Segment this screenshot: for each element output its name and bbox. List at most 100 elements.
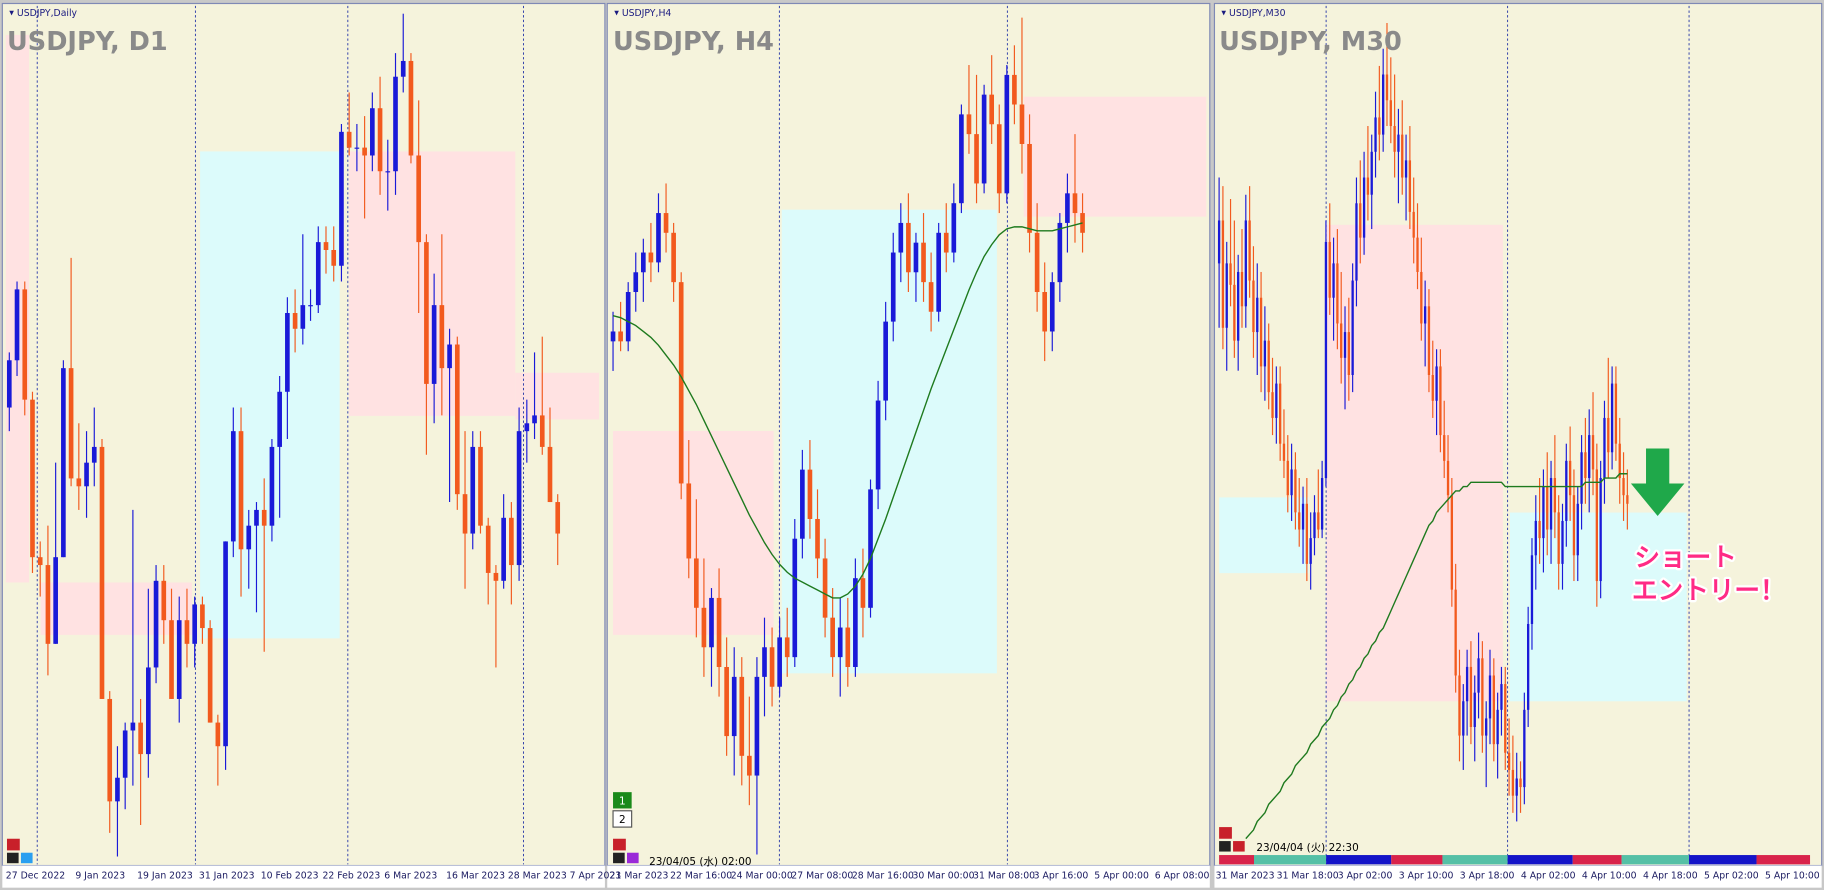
zone <box>200 151 340 639</box>
candle-body <box>1012 74 1017 105</box>
window-title: ▾ USDJPY,Daily <box>9 7 77 18</box>
x-tick-label: 28 Mar 16:00 <box>852 871 914 882</box>
candle-body <box>254 509 259 526</box>
x-tick-label: 16 Mar 2023 <box>446 871 505 882</box>
candle-body <box>292 313 298 329</box>
candle-body <box>1610 383 1614 453</box>
candle-body <box>385 171 391 173</box>
icon <box>627 852 639 864</box>
candle-body <box>308 305 313 307</box>
icon <box>20 852 33 864</box>
candle-body <box>1473 692 1476 728</box>
session <box>1621 855 1690 865</box>
candle-body <box>633 272 639 293</box>
candle-body <box>509 517 514 566</box>
candle-body <box>1278 383 1282 444</box>
candle-body <box>1259 297 1263 367</box>
x-tick-label: 24 Mar 00:00 <box>731 871 793 882</box>
candle-body <box>315 242 321 306</box>
annotation: エントリー！ <box>1632 576 1786 606</box>
x-tick-label: 4 Apr 02:00 <box>1521 871 1576 882</box>
candle-body <box>928 282 934 312</box>
candle-body <box>1488 675 1492 719</box>
x-tick-label: 10 Feb 2023 <box>261 871 319 882</box>
candle-body <box>416 155 422 243</box>
candle-body <box>485 525 491 573</box>
x-tick-label: 30 Mar 00:00 <box>912 871 974 882</box>
zone <box>40 582 192 635</box>
candle-body <box>1298 512 1301 530</box>
candle-body <box>1546 486 1549 530</box>
session <box>1756 855 1811 865</box>
candle-body <box>524 423 530 432</box>
candle-body <box>1526 623 1530 710</box>
candle-body <box>1374 117 1377 152</box>
candle-body <box>1530 555 1534 624</box>
candle-body <box>1340 323 1343 358</box>
candle-body <box>1595 469 1599 582</box>
annotation: ショート <box>1634 543 1736 573</box>
candle-body <box>354 147 360 149</box>
window-title: ▾ USDJPY,H4 <box>614 7 671 18</box>
button-label[interactable]: 1 <box>619 795 626 807</box>
session <box>1689 855 1757 865</box>
x-tick-label: 22 Mar 16:00 <box>670 871 732 882</box>
icon <box>1219 841 1231 852</box>
candle-body <box>1462 701 1465 736</box>
candle-body <box>462 494 468 534</box>
button[interactable] <box>613 792 632 809</box>
candle-body <box>1275 383 1278 418</box>
candle-body <box>130 722 136 731</box>
candle-body <box>671 232 676 283</box>
candle-body <box>1072 193 1078 214</box>
candle-body <box>1057 222 1063 283</box>
candle-body <box>22 289 28 400</box>
candle-body <box>996 124 1002 194</box>
x-tick-label: 21 Mar 2023 <box>610 871 669 882</box>
candle-body <box>716 597 722 668</box>
zone <box>613 431 774 635</box>
timestamp: 23/04/05 (水) 02:00 <box>649 856 751 868</box>
candle-body <box>1324 241 1328 479</box>
candle-body <box>890 252 896 322</box>
candle-body <box>1534 520 1537 556</box>
x-tick-label: 28 Mar 2023 <box>508 871 567 882</box>
time-axis <box>1214 865 1822 888</box>
candle-body <box>1561 520 1564 564</box>
candle-body <box>261 509 267 526</box>
candle-body <box>61 368 66 558</box>
candle-body <box>678 282 684 484</box>
candle-body <box>1252 280 1255 333</box>
candle-body <box>1389 100 1392 127</box>
button-label[interactable]: 2 <box>619 814 626 826</box>
candle-body <box>913 242 919 273</box>
window-title-text: USDJPY,M30 <box>1229 7 1286 18</box>
x-tick-label: 4 Apr 10:00 <box>1582 871 1637 882</box>
candle-body <box>989 94 995 125</box>
candle-body <box>53 557 58 644</box>
candle-body <box>1477 658 1480 693</box>
candle-body <box>230 431 236 542</box>
candle-body <box>1065 193 1070 223</box>
candle-body <box>277 391 282 447</box>
x-tick-label: 9 Jan 2023 <box>75 871 125 882</box>
candle-body <box>625 292 631 342</box>
button[interactable] <box>612 810 633 828</box>
candle-body <box>1320 478 1324 530</box>
candle-body <box>769 647 775 687</box>
candle-body <box>1355 203 1358 281</box>
candle-body <box>830 617 835 658</box>
panel-m30 <box>1213 2 1823 888</box>
chart-marks: 27 Dec 2022 9 Jan 2023 19 Jan 2023 31 Jan 2… <box>6 13 1820 882</box>
candle-body <box>1572 495 1576 556</box>
candle-body <box>1423 306 1427 324</box>
candle-body <box>1515 778 1518 796</box>
candle-body <box>1496 709 1499 745</box>
zone <box>515 372 600 420</box>
x-tick-label: 3 Apr 16:00 <box>1034 871 1089 882</box>
candle-body <box>161 580 167 621</box>
candle-body <box>1401 134 1404 178</box>
candle-body <box>800 469 805 539</box>
candle-body <box>1004 74 1010 194</box>
